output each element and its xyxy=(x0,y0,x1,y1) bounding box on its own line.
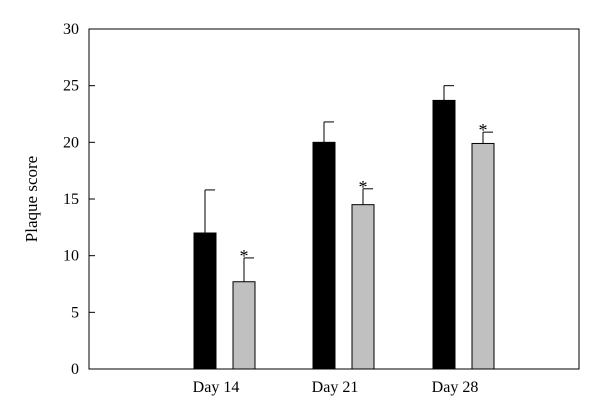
y-tick-label: 30 xyxy=(63,21,79,38)
y-axis-title: Plaque score xyxy=(22,156,41,242)
x-axis-labels: Day 14 Day 21 Day 28 xyxy=(193,379,479,396)
bar-series2-day-14 xyxy=(232,281,256,370)
x-category-label: Day 14 xyxy=(193,379,240,396)
x-category-label: Day 21 xyxy=(312,379,359,396)
significance-marker: * xyxy=(359,177,368,197)
y-tick-label: 20 xyxy=(63,134,79,151)
x-category-label: Day 28 xyxy=(432,379,479,396)
y-axis-ticks: 0 5 10 15 20 25 30 xyxy=(63,21,95,378)
bar-series1-day-14 xyxy=(193,232,217,370)
bar-series1-day-28 xyxy=(432,99,456,370)
bar-series2-day-21 xyxy=(351,204,375,370)
y-tick-label: 10 xyxy=(63,248,79,265)
bar-series2-day-28 xyxy=(471,142,495,370)
y-tick-label: 5 xyxy=(71,304,79,321)
y-tick-label: 0 xyxy=(71,361,79,378)
significance-marker: * xyxy=(479,120,488,140)
y-tick-label: 15 xyxy=(63,191,79,208)
significance-marker: * xyxy=(240,246,249,266)
bars-group: * * * xyxy=(193,85,495,370)
bar-series1-day-21 xyxy=(312,141,336,370)
y-tick-label: 25 xyxy=(63,78,79,95)
